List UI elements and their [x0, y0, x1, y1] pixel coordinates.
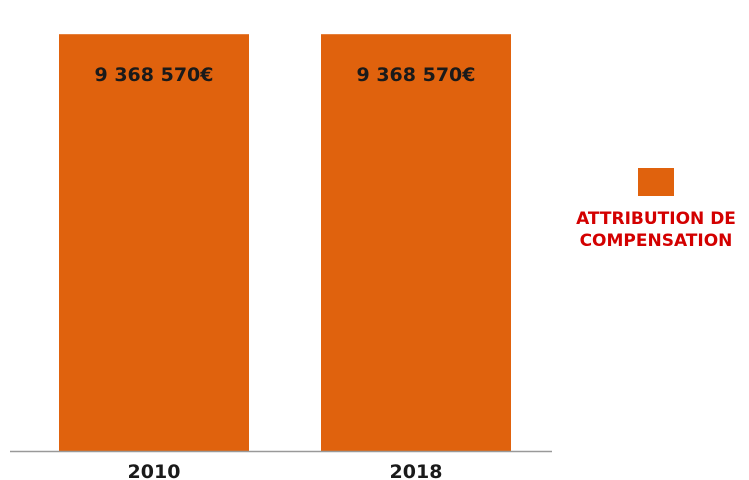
legend-swatch: [638, 168, 674, 196]
legend: ATTRIBUTION DE COMPENSATION: [568, 168, 744, 252]
x-tick-labels-group: 2010 2018: [128, 461, 443, 480]
data-labels-group: 9 368 570€ 9 368 570€: [95, 64, 476, 86]
x-tick-label-2018: 2018: [390, 461, 443, 480]
legend-label: ATTRIBUTION DE COMPENSATION: [576, 209, 736, 251]
bar-2010: [59, 34, 249, 451]
x-tick-label-2010: 2010: [128, 461, 181, 480]
bars-group: [59, 34, 511, 451]
data-label-2018: 9 368 570€: [357, 64, 476, 86]
data-label-2010: 9 368 570€: [95, 64, 214, 86]
bar-2018: [321, 34, 511, 451]
